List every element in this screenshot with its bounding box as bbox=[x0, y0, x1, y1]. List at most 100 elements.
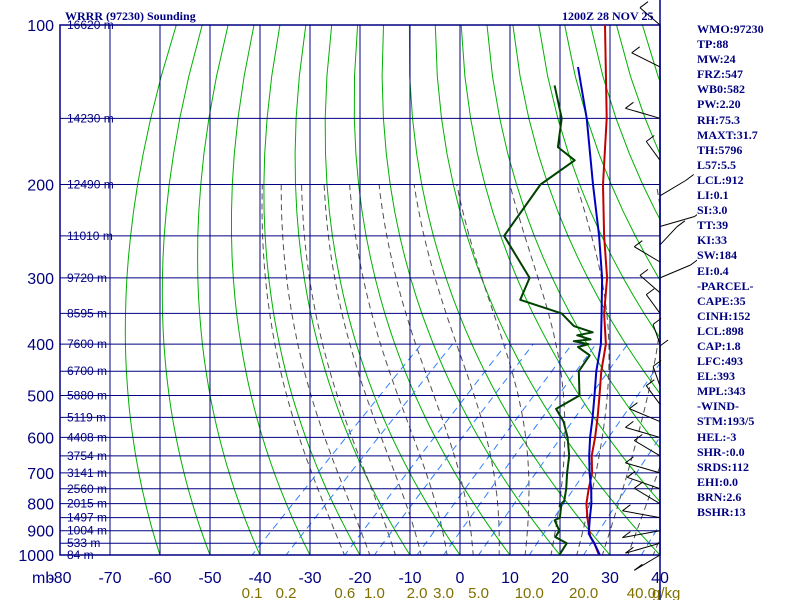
wind-barb-flag bbox=[652, 359, 662, 367]
temperature-tick-label: -80 bbox=[48, 570, 71, 587]
parcel-trace bbox=[577, 66, 604, 555]
wind-barb-flag bbox=[645, 288, 655, 296]
moist-adiabat-line bbox=[456, 184, 530, 555]
stat-item: MPL:343 bbox=[697, 384, 800, 400]
wind-barb-shaft bbox=[634, 440, 661, 457]
stat-item: STM:193/5 bbox=[697, 414, 800, 430]
wind-barb-flag bbox=[659, 339, 669, 347]
wind-barb-flag bbox=[633, 481, 643, 489]
moist-adiabat-line bbox=[349, 184, 448, 555]
stat-item: RH:75.3 bbox=[697, 112, 800, 128]
stat-item: WMO:97230 bbox=[697, 22, 800, 38]
wind-barb-flag bbox=[639, 268, 649, 276]
temperature-tick-label: -30 bbox=[298, 570, 321, 587]
pressure-tick-label: 1000 bbox=[18, 548, 54, 565]
mixing-ratio-tick-label: 5.0 bbox=[468, 585, 489, 600]
wind-barb-shaft bbox=[625, 107, 661, 119]
wind-barb-shaft bbox=[622, 510, 661, 519]
wind-barb-flag bbox=[625, 101, 634, 109]
wind-barb-flag bbox=[639, 1, 649, 9]
mixing-ratio-tick-label: 0.1 bbox=[242, 585, 263, 600]
temperature-tick-label: -20 bbox=[348, 570, 371, 587]
wind-barb-flag bbox=[633, 434, 643, 441]
wind-barbs bbox=[622, 1, 703, 571]
pressure-tick-label: 600 bbox=[27, 430, 54, 447]
stat-item: EI:0.4 bbox=[697, 263, 800, 279]
dry-adiabat-line bbox=[263, 25, 361, 555]
stat-item: LCL:912 bbox=[697, 172, 800, 189]
temperature-tick-label: 40 bbox=[651, 570, 669, 587]
wind-barb-flag bbox=[685, 174, 695, 181]
wind-barb-flag bbox=[652, 317, 662, 325]
stat-item: BSHR:13 bbox=[697, 505, 800, 521]
height-label: 9720 m bbox=[67, 271, 107, 285]
pressure-tick-label: 700 bbox=[27, 466, 54, 483]
temperature-tick-label: -40 bbox=[248, 570, 271, 587]
height-label: 14230 m bbox=[67, 111, 114, 125]
height-label: 2015 m bbox=[67, 497, 107, 511]
height-label: 6700 m bbox=[67, 364, 107, 378]
wind-barb-shaft bbox=[659, 264, 691, 279]
height-label: 533 m bbox=[67, 536, 100, 550]
wind-barb-shaft bbox=[625, 542, 661, 554]
stat-item: WB0:582 bbox=[697, 82, 800, 98]
mixing-ratio-line bbox=[285, 343, 453, 555]
mixing-ratio-tick-label: 0.6 bbox=[334, 585, 355, 600]
stats-panel: WMO:97230 TP:88 MW:24 FRZ:547 WB0:582 PW:2.20… bbox=[697, 22, 800, 521]
height-label: 1004 m bbox=[67, 524, 107, 538]
height-label: 7600 m bbox=[67, 337, 107, 351]
moist-adiabat-line bbox=[378, 184, 474, 555]
chart-title: WRRR (97230) Sounding bbox=[65, 9, 196, 23]
temperature-tick-label: 0 bbox=[456, 570, 465, 587]
stat-item: PW:2.20 bbox=[697, 97, 800, 113]
height-label: 1497 m bbox=[67, 511, 107, 525]
mixing-ratio-line bbox=[251, 343, 422, 555]
stat-item: SW:184 bbox=[697, 248, 800, 264]
wind-barb-shaft bbox=[659, 226, 678, 246]
wind-barb-shaft bbox=[622, 530, 661, 539]
wind-barb-shaft bbox=[625, 426, 661, 438]
moist-adiabat-line bbox=[627, 464, 660, 555]
mixing-ratio-tick-label: 10.0 bbox=[515, 585, 544, 600]
stat-item: CAPE:35 bbox=[697, 293, 800, 309]
wind-barb-shaft bbox=[652, 324, 661, 345]
temperature-tick-label: -70 bbox=[98, 570, 121, 587]
mixing-ratio-tick-label: 2.0 bbox=[407, 585, 428, 600]
mixing-ratio-line bbox=[477, 343, 629, 555]
mixing-ratio-tick-label: 1.0 bbox=[364, 585, 385, 600]
moist-adiabat-line bbox=[323, 184, 422, 555]
temperature-tick-label: -50 bbox=[198, 570, 221, 587]
mixing-ratio-line bbox=[344, 343, 507, 555]
wind-barb-flag bbox=[633, 240, 643, 248]
stat-item: L57:5.5 bbox=[697, 157, 800, 173]
stat-item: LFC:493 bbox=[697, 354, 800, 370]
moist-adiabat-line bbox=[261, 184, 345, 555]
wind-barb-flag bbox=[645, 135, 655, 142]
wind-barb-shaft bbox=[645, 294, 661, 314]
stat-item: MAXT:31.7 bbox=[697, 127, 800, 143]
wind-barb-shaft bbox=[634, 554, 661, 571]
stat-item: -PARCEL- bbox=[697, 278, 800, 294]
height-label: 11010 m bbox=[67, 229, 113, 243]
stat-item: CINH:152 bbox=[697, 308, 800, 324]
height-label: 3141 m bbox=[67, 466, 107, 480]
pressure-tick-label: 800 bbox=[27, 497, 54, 514]
stat-item: FRZ:547 bbox=[697, 67, 800, 83]
wind-barb-flag bbox=[645, 379, 655, 387]
wind-barb-shaft bbox=[659, 216, 695, 227]
wind-barb-shaft bbox=[629, 408, 661, 423]
height-label: 12490 m bbox=[67, 178, 114, 192]
dry-adiabat-line bbox=[486, 25, 660, 449]
mixing-ratio-tick-label: 3.0 bbox=[433, 585, 454, 600]
height-label: 5119 m bbox=[67, 410, 106, 424]
pressure-tick-label: 900 bbox=[27, 524, 54, 541]
pressure-tick-label: 200 bbox=[27, 178, 54, 195]
wind-barb-shaft bbox=[639, 275, 661, 294]
stat-item: SRDS:112 bbox=[697, 459, 800, 475]
dry-adiabat-line bbox=[124, 25, 177, 555]
dry-adiabat-line bbox=[324, 25, 461, 555]
wind-barb-flag bbox=[625, 546, 634, 554]
dry-adiabat-line bbox=[381, 25, 561, 555]
